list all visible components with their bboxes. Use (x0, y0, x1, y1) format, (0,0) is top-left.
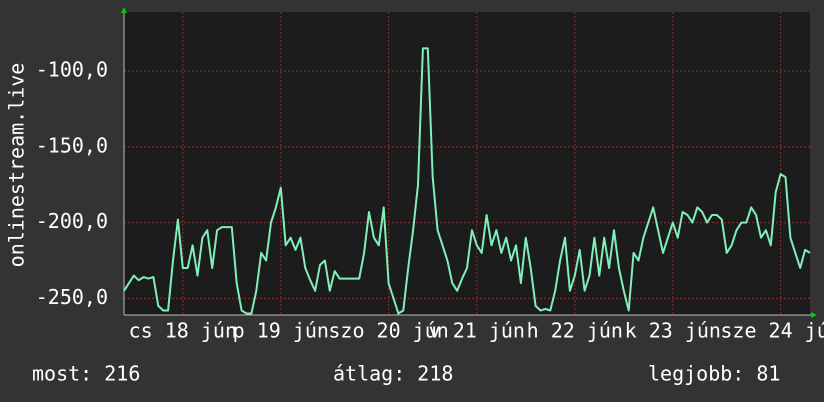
best-value: legjobb: 81 (648, 362, 780, 386)
y-tick-label: -100,0 (36, 58, 108, 82)
x-tick-label: sze 24 jún (720, 319, 824, 343)
x-arrow (811, 312, 817, 318)
y-arrow (121, 7, 127, 13)
x-tick-label: h 22 jún (527, 319, 623, 343)
series-line (123, 47, 811, 315)
x-tick-label: cs 18 jún (129, 319, 237, 343)
y-tick-label: -250,0 (36, 285, 108, 309)
y-axis-label: onlinestream.live (5, 63, 29, 268)
current-value: most: 216 (32, 362, 140, 386)
x-tick-label: szo 20 jún (328, 319, 448, 343)
x-tick-label: v 21 jún (429, 319, 525, 343)
x-tick-label: k 23 jún (625, 319, 721, 343)
y-tick-label: -200,0 (36, 209, 108, 233)
x-tick-label: p 19 jún (233, 319, 329, 343)
y-tick-label: -150,0 (36, 133, 108, 157)
average-value: átlag: 218 (333, 362, 453, 386)
